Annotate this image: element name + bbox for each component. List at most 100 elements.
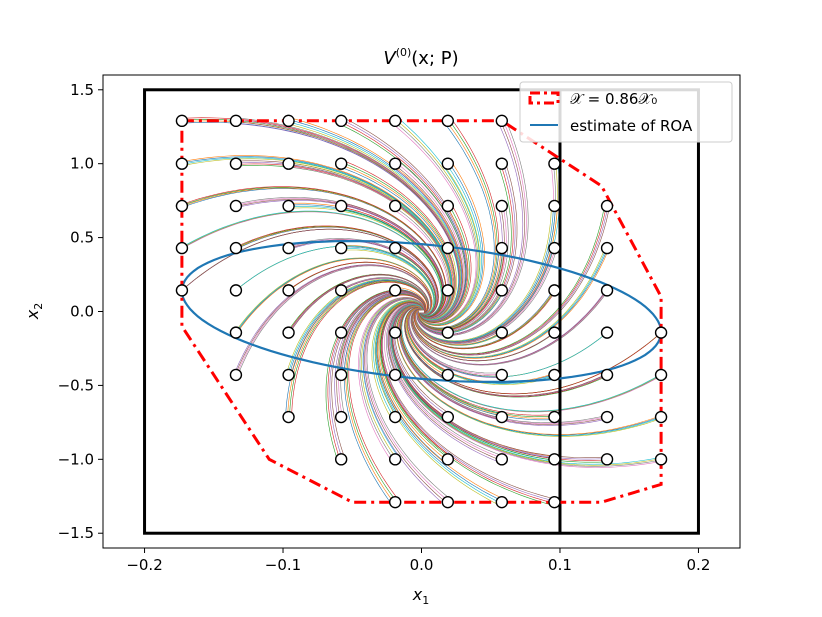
trajectory xyxy=(291,281,428,415)
initial-point-marker xyxy=(388,410,402,424)
initial-point-marker xyxy=(388,284,402,297)
trajectory xyxy=(417,311,451,331)
initial-point-marker xyxy=(334,284,348,297)
initial-point-marker xyxy=(388,326,402,339)
y-tick-label-0: 1.5 xyxy=(70,81,94,99)
trajectory xyxy=(184,210,442,317)
y-tick-label-2: 0.5 xyxy=(70,229,94,247)
initial-point-marker xyxy=(334,199,348,213)
x-tick-label-4: 0.2 xyxy=(687,556,711,574)
initial-point-marker xyxy=(441,284,455,297)
initial-point-marker xyxy=(548,410,561,424)
legend: 𝒳 = 0.86𝒳₀ estimate of ROA xyxy=(519,81,733,143)
trajectory xyxy=(399,306,611,423)
initial-point-marker xyxy=(600,284,614,297)
trajectory xyxy=(396,305,665,435)
initial-point-marker xyxy=(388,453,402,466)
trajectory xyxy=(407,308,558,383)
initial-point-marker xyxy=(495,284,509,297)
trajectory-field xyxy=(178,117,665,506)
initial-point-marker xyxy=(441,199,455,213)
initial-point-marker xyxy=(334,241,348,255)
initial-point-marker xyxy=(600,368,614,382)
initial-point-marker xyxy=(495,114,509,128)
initial-point-marker xyxy=(654,326,668,339)
initial-point-marker xyxy=(334,326,348,339)
initial-point-marker xyxy=(654,368,668,382)
state-box xyxy=(143,88,700,535)
initial-point-marker xyxy=(388,114,402,128)
initial-point-marker xyxy=(495,410,509,424)
trajectory xyxy=(366,298,452,500)
initial-point-marker xyxy=(229,368,243,382)
legend-box xyxy=(519,81,733,143)
x-tick-label-1: −0.1 xyxy=(265,556,301,574)
trajectory xyxy=(382,302,558,500)
y-tick-label-3: 0.0 xyxy=(70,303,94,321)
x-tick-label-2: 0.0 xyxy=(410,556,434,574)
initial-point-marker xyxy=(548,157,561,170)
y-tick-label-6: −1.5 xyxy=(58,524,94,542)
trajectory xyxy=(419,203,472,323)
initial-point-marker xyxy=(229,114,243,128)
y-tick-label-5: −1.0 xyxy=(58,450,94,468)
initial-point-marker xyxy=(334,410,348,424)
initial-point-marker xyxy=(548,326,561,339)
initial-point-marker xyxy=(282,114,295,128)
initial-point-marker xyxy=(548,199,561,213)
initial-point-marker xyxy=(441,495,455,509)
trajectory xyxy=(419,245,459,321)
initial-point-marker xyxy=(495,157,509,170)
trajectory xyxy=(391,304,665,465)
initial-point-marker xyxy=(548,368,561,382)
initial-point-marker xyxy=(388,241,402,255)
initial-point-marker xyxy=(282,284,295,297)
initial-point-marker xyxy=(495,495,509,509)
initial-point-marker xyxy=(282,326,295,339)
initial-point-marker xyxy=(334,114,348,128)
x-tick-label-0: −0.2 xyxy=(126,556,162,574)
initial-point-marker xyxy=(229,157,243,170)
x-axis-label: x1 xyxy=(412,585,429,607)
y-tick-label-4: −0.5 xyxy=(58,376,94,394)
x-tick-label-3: 0.1 xyxy=(548,556,572,574)
initial-point-marker xyxy=(175,157,189,170)
initial-point-marker xyxy=(441,368,455,382)
trajectory xyxy=(414,309,506,345)
trajectory xyxy=(419,287,452,319)
constraint-region xyxy=(180,119,663,504)
initial-point-marker xyxy=(175,199,189,213)
initial-point-marker xyxy=(175,241,189,255)
legend-label-constraint: 𝒳 = 0.86𝒳₀ xyxy=(570,90,657,108)
initial-point-marker xyxy=(282,157,295,170)
trajectory xyxy=(238,245,435,315)
initial-point-marker xyxy=(441,114,455,128)
initial-point-marker xyxy=(600,326,614,339)
initial-point-marker xyxy=(441,326,455,339)
initial-point-marker xyxy=(229,326,243,339)
initial-point-marker xyxy=(548,284,561,297)
initial-point-marker xyxy=(495,453,509,466)
initial-point-marker xyxy=(548,241,561,255)
initial-point-marker xyxy=(282,368,295,382)
initial-point-marker xyxy=(175,284,189,297)
trajectory xyxy=(404,307,611,397)
initial-point-marker xyxy=(229,284,243,297)
y-axis-label: x2 xyxy=(23,303,45,320)
initial-point-marker xyxy=(548,453,561,466)
initial-point-marker xyxy=(600,199,614,213)
initial-point-marker xyxy=(175,114,189,128)
initial-point-marker xyxy=(388,495,402,509)
axes: −0.2 −0.1 0.0 0.1 0.2 1.5 1.0 0.5 0.0 −0.5 −1.0 −1.… xyxy=(58,81,711,574)
initial-point-marker xyxy=(441,410,455,424)
plot-frame xyxy=(102,74,741,549)
initial-points xyxy=(175,114,668,509)
initial-point-marker xyxy=(495,199,509,213)
chart-title: V(0)(x; P) xyxy=(383,46,458,69)
trajectory xyxy=(409,308,505,374)
initial-point-marker xyxy=(388,368,402,382)
initial-point-marker xyxy=(441,157,455,170)
initial-point-marker xyxy=(600,241,614,255)
trajectory xyxy=(331,291,426,457)
